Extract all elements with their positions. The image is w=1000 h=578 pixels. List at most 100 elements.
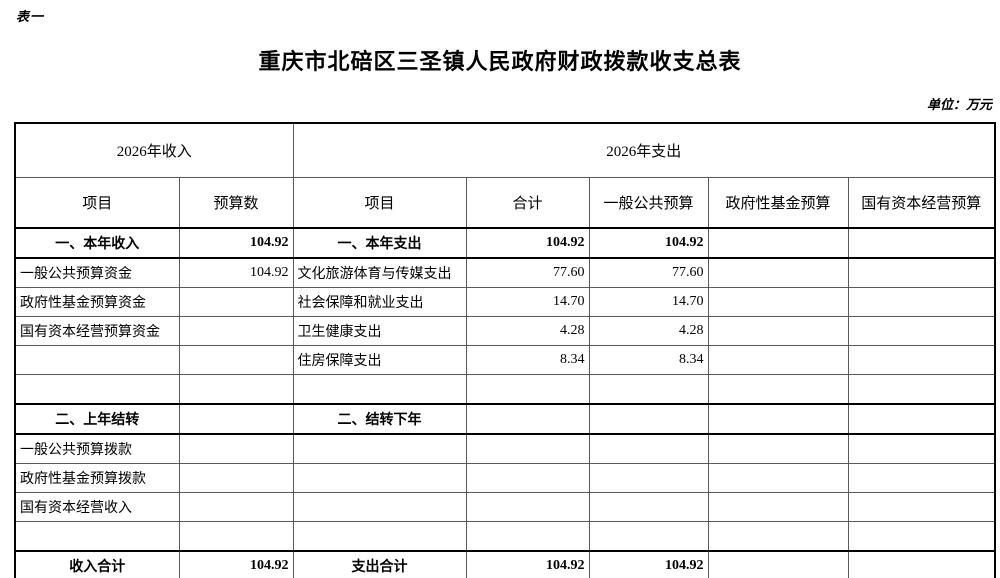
expense-general-public-value — [588, 374, 709, 405]
expense-total-value — [465, 403, 590, 435]
expense-total-value: 14.70 — [465, 287, 590, 317]
expense-gov-fund-value — [707, 550, 849, 578]
income-budget-value — [178, 316, 294, 346]
income-item-label: 收入合计 — [14, 550, 180, 578]
expense-gov-fund-value — [707, 287, 849, 317]
income-budget-value — [178, 345, 294, 375]
income-budget-value: 104.92 — [178, 227, 294, 259]
expense-item-label: 卫生健康支出 — [292, 316, 467, 346]
expense-state-capital-value — [847, 227, 996, 259]
col-header-state-capital-budget: 国有资本经营预算 — [847, 177, 996, 229]
page-title: 重庆市北碚区三圣镇人民政府财政拨款收支总表 — [258, 49, 742, 74]
income-budget-value: 104.92 — [178, 257, 294, 288]
income-budget-value — [178, 492, 294, 522]
expense-general-public-value — [588, 403, 709, 435]
income-item-label: 政府性基金预算拨款 — [14, 463, 180, 493]
group-header-row: 2026年收入 2026年支出 — [14, 122, 996, 178]
expense-item-label — [292, 433, 467, 464]
income-budget-value — [178, 463, 294, 493]
expense-total-value — [465, 463, 590, 493]
table-row: 国有资本经营收入 — [14, 492, 996, 522]
expense-state-capital-value — [847, 403, 996, 435]
income-budget-value — [178, 287, 294, 317]
table-row: 一般公共预算拨款 — [14, 433, 996, 464]
expense-state-capital-value — [847, 521, 996, 552]
income-item-label — [14, 521, 180, 552]
income-item-label: 一般公共预算拨款 — [14, 433, 180, 464]
table-row: 一、本年收入 104.92 一、本年支出 104.92 104.92 — [14, 227, 996, 259]
expense-general-public-value — [588, 463, 709, 493]
income-budget-value — [178, 433, 294, 464]
expense-general-public-value: 14.70 — [588, 287, 709, 317]
table-row: 政府性基金预算拨款 — [14, 463, 996, 493]
expense-general-public-value — [588, 433, 709, 464]
income-item-label: 政府性基金预算资金 — [14, 287, 180, 317]
expense-general-public-value: 4.28 — [588, 316, 709, 346]
expense-general-public-value — [588, 492, 709, 522]
income-budget-value: 104.92 — [178, 550, 294, 578]
expense-state-capital-value — [847, 463, 996, 493]
income-budget-value — [178, 403, 294, 435]
income-item-label: 一、本年收入 — [14, 227, 180, 259]
expense-state-capital-value — [847, 433, 996, 464]
income-item-label: 国有资本经营收入 — [14, 492, 180, 522]
expense-item-label — [292, 521, 467, 552]
col-header-general-public-budget: 一般公共预算 — [588, 177, 709, 229]
expense-item-label — [292, 374, 467, 405]
expense-group-header: 2026年支出 — [292, 122, 996, 178]
column-header-row: 项目 预算数 项目 合计 一般公共预算 政府性基金预算 国有资本经营预算 — [14, 177, 996, 229]
table-row: 收入合计 104.92 支出合计 104.92 104.92 — [14, 550, 996, 578]
col-header-expense-total: 合计 — [465, 177, 590, 229]
expense-total-value: 8.34 — [465, 345, 590, 375]
table-label: 表一 — [16, 9, 45, 24]
expense-general-public-value: 104.92 — [588, 550, 709, 578]
income-budget-value — [178, 521, 294, 552]
expense-item-label — [292, 492, 467, 522]
expense-total-value — [465, 433, 590, 464]
expense-state-capital-value — [847, 345, 996, 375]
expense-item-label: 住房保障支出 — [292, 345, 467, 375]
expense-state-capital-value — [847, 374, 996, 405]
expense-state-capital-value — [847, 316, 996, 346]
income-item-label: 国有资本经营预算资金 — [14, 316, 180, 346]
income-item-label — [14, 374, 180, 405]
expense-total-value — [465, 374, 590, 405]
expense-gov-fund-value — [707, 345, 849, 375]
expense-gov-fund-value — [707, 403, 849, 435]
expense-item-label: 社会保障和就业支出 — [292, 287, 467, 317]
expense-gov-fund-value — [707, 433, 849, 464]
expense-state-capital-value — [847, 492, 996, 522]
unit-note: 单位：万元 — [926, 97, 992, 112]
expense-total-value: 104.92 — [465, 227, 590, 259]
expense-gov-fund-value — [707, 492, 849, 522]
table-row: 国有资本经营预算资金 卫生健康支出 4.28 4.28 — [14, 316, 996, 346]
table-row: 二、上年结转 二、结转下年 — [14, 403, 996, 435]
expense-total-value: 77.60 — [465, 257, 590, 288]
expense-gov-fund-value — [707, 463, 849, 493]
col-header-income-budget: 预算数 — [178, 177, 294, 229]
income-budget-value — [178, 374, 294, 405]
expense-total-value: 4.28 — [465, 316, 590, 346]
expense-state-capital-value — [847, 257, 996, 288]
expense-item-label — [292, 463, 467, 493]
table-row — [14, 374, 996, 405]
expense-state-capital-value — [847, 550, 996, 578]
expense-gov-fund-value — [707, 257, 849, 288]
expense-state-capital-value — [847, 287, 996, 317]
expense-total-value — [465, 492, 590, 522]
table-row: 政府性基金预算资金 社会保障和就业支出 14.70 14.70 — [14, 287, 996, 317]
expense-total-value — [465, 521, 590, 552]
col-header-income-item: 项目 — [14, 177, 180, 229]
expense-item-label: 二、结转下年 — [292, 403, 467, 435]
expense-item-label: 文化旅游体育与传媒支出 — [292, 257, 467, 288]
expense-total-value: 104.92 — [465, 550, 590, 578]
table-row: 一般公共预算资金 104.92 文化旅游体育与传媒支出 77.60 77.60 — [14, 257, 996, 288]
table-row: 住房保障支出 8.34 8.34 — [14, 345, 996, 375]
expense-gov-fund-value — [707, 316, 849, 346]
expense-item-label: 支出合计 — [292, 550, 467, 578]
income-group-header: 2026年收入 — [14, 122, 294, 178]
expense-gov-fund-value — [707, 521, 849, 552]
expense-general-public-value: 77.60 — [588, 257, 709, 288]
table-row — [14, 521, 996, 552]
